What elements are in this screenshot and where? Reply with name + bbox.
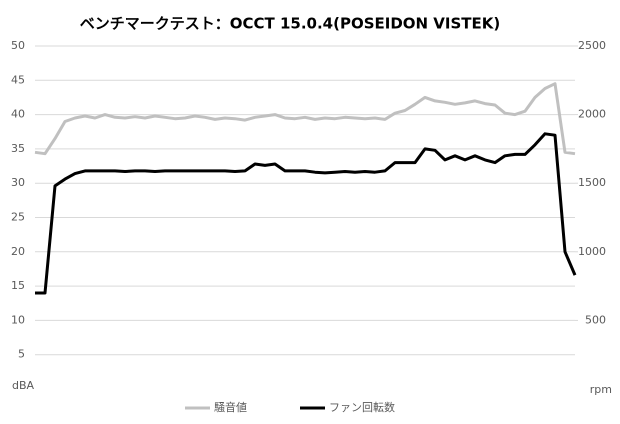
y-tick-label: 5: [18, 348, 25, 361]
y-tick-label: 30: [11, 176, 25, 189]
y-tick-label: 50: [11, 39, 25, 52]
y-tick-label: 40: [11, 108, 25, 121]
series-line: [35, 132, 577, 295]
y-axis-label: dBA: [12, 379, 35, 392]
legend-label: 騒音値: [214, 400, 247, 414]
y2-axis-label: rpm: [590, 383, 612, 396]
y-tick-label: 25: [11, 211, 25, 224]
chart-title: ベンチマークテスト：OCCT 15.0.4(POSEIDON VISTEK): [80, 15, 501, 33]
y-tick-label: 10: [11, 313, 25, 326]
series-line: [34, 82, 576, 156]
y-tick-label: 15: [11, 279, 25, 292]
y-tick-label: 20: [11, 245, 25, 258]
y2-tick-label: 500: [585, 313, 606, 326]
y2-tick-label: 1000: [578, 245, 606, 258]
legend-label: ファン回転数: [329, 401, 395, 414]
y2-tick-label: 2000: [578, 108, 606, 121]
y2-tick-label: 1500: [578, 176, 606, 189]
y-tick-label: 35: [11, 142, 25, 155]
y2-tick-label: 2500: [578, 39, 606, 52]
y-tick-label: 45: [11, 73, 25, 86]
